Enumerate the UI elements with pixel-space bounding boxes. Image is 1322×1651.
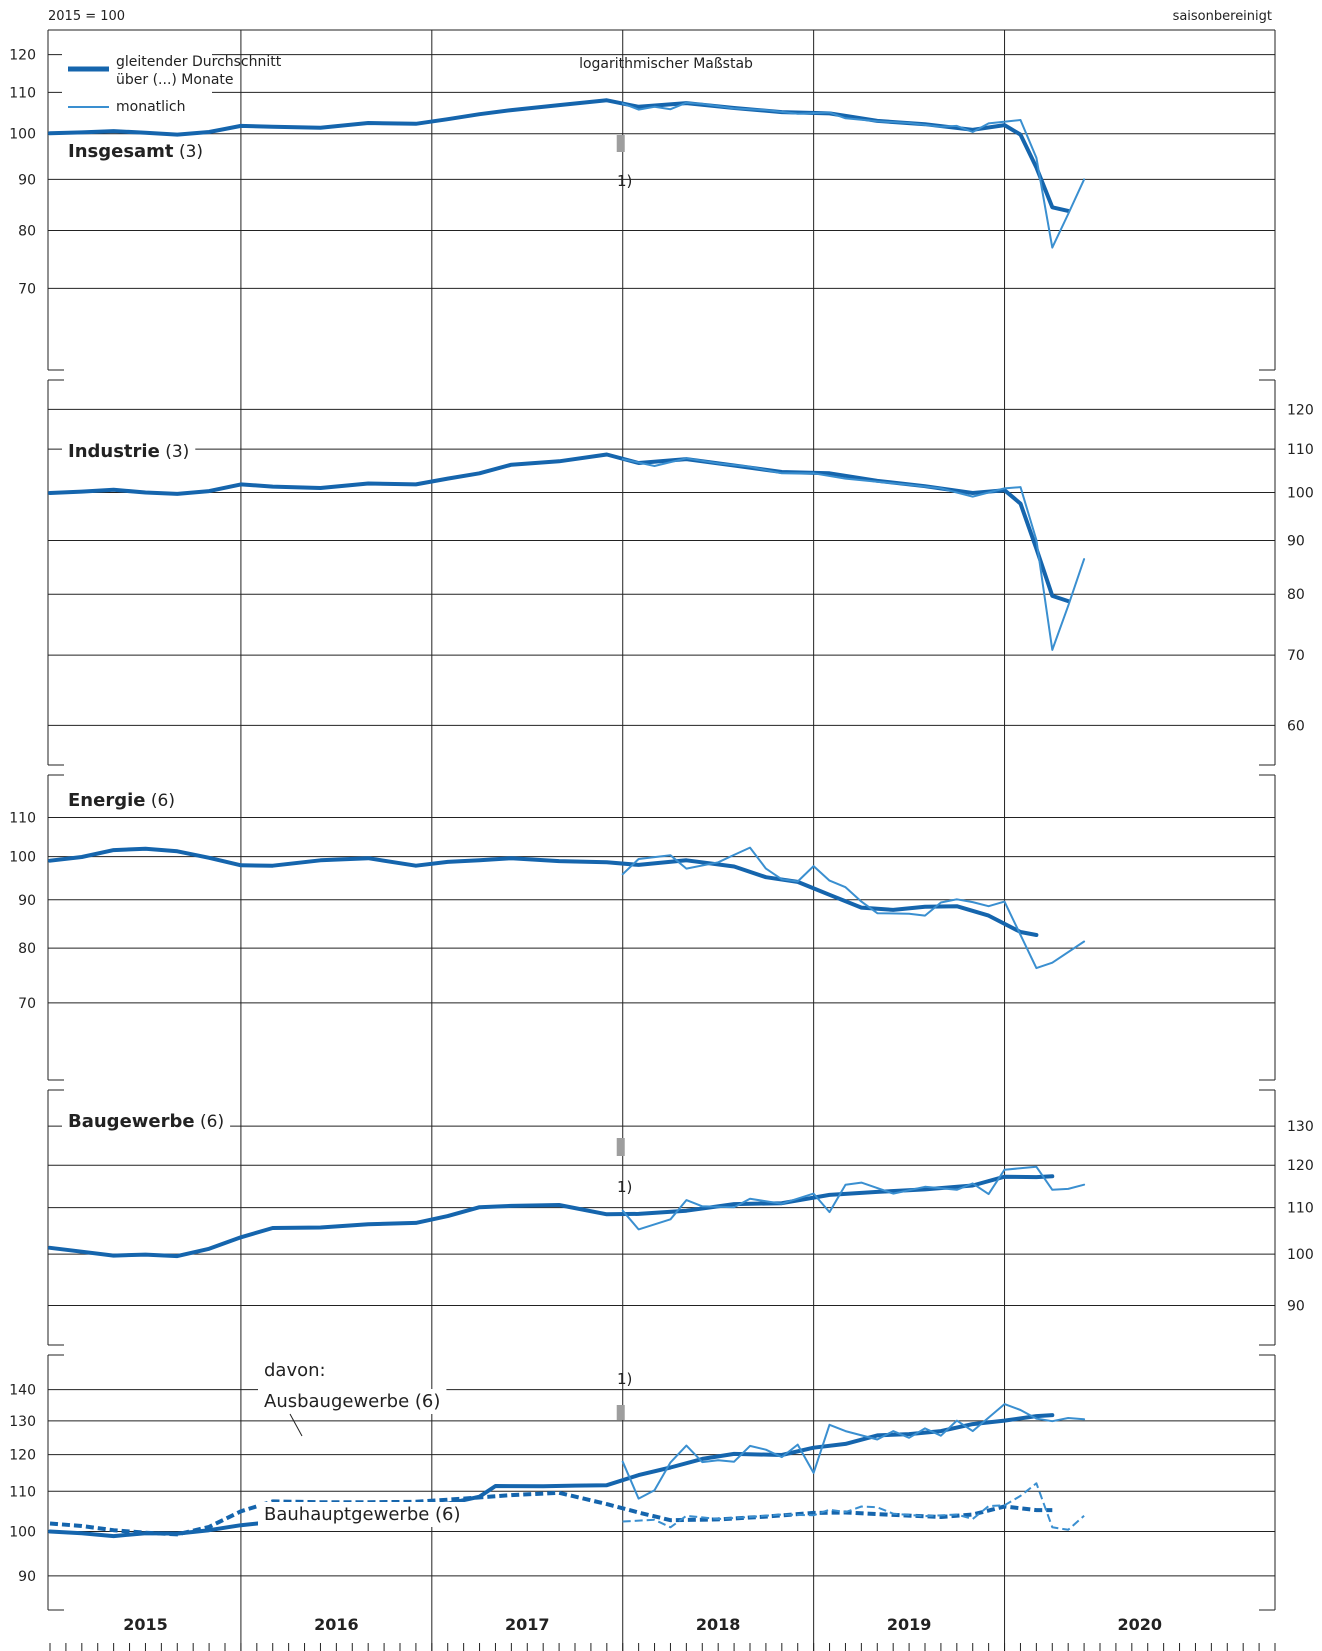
- y-tick-label: 90: [1287, 534, 1305, 550]
- panel-title: Industrie (3): [68, 441, 189, 462]
- y-tick-label: 120: [9, 1448, 36, 1464]
- y-tick-label: 80: [18, 223, 36, 239]
- y-tick-label: 120: [9, 48, 36, 64]
- log-scale-note: logarithmischer Maßstab: [579, 56, 753, 72]
- y-tick-label: 90: [1287, 1299, 1305, 1315]
- panel-title-note: (6): [145, 791, 174, 811]
- legend-smoothed-label-line2: über (...) Monate: [116, 72, 234, 88]
- break-marker-label: 1): [617, 172, 632, 190]
- bauhauptgewerbe-smoothed-dashed-line: [49, 1490, 1053, 1537]
- y-tick-label: 70: [1287, 648, 1305, 664]
- industrie-monthly-line: [621, 457, 1086, 651]
- panel-title-backing: [62, 139, 210, 164]
- y-tick-label: 140: [9, 1383, 36, 1399]
- y-tick-label: 120: [1287, 402, 1314, 418]
- panel-title-name: Energie: [68, 790, 145, 811]
- y-tick-label: 100: [1287, 1247, 1314, 1263]
- y-tick-label: 110: [1287, 442, 1314, 458]
- panel-title: Energie (6): [68, 790, 175, 811]
- panel-title: Insgesamt (3): [68, 141, 203, 162]
- y-tick-label: 60: [1287, 718, 1305, 734]
- ausbaugewerbe-label: Ausbaugewerbe (6): [264, 1391, 440, 1412]
- bauhauptgewerbe-label: Bauhauptgewerbe (6): [264, 1504, 461, 1525]
- panel-title: Baugewerbe (6): [68, 1111, 224, 1132]
- y-tick-label: 120: [1287, 1158, 1314, 1174]
- y-tick-label: 100: [9, 127, 36, 143]
- x-year-label: 2020: [1118, 1615, 1163, 1634]
- panel-title-note: (3): [160, 442, 189, 462]
- y-tick-label: 110: [9, 85, 36, 101]
- y-tick-label: 100: [9, 850, 36, 866]
- davon-label-backing: [258, 1358, 332, 1383]
- seasonal-adjustment-note: saisonbereinigt: [1173, 9, 1272, 24]
- y-tick-label: 90: [18, 1569, 36, 1585]
- break-marker-bar: [616, 1138, 625, 1156]
- x-year-label: 2019: [887, 1615, 932, 1634]
- panel-annotations: Insgesamt (3)Industrie (3)Energie (6)Bau…: [62, 139, 467, 1527]
- break-marker-label: 1): [617, 1370, 632, 1388]
- chart-frame: [47, 29, 1276, 1611]
- insgesamt-monthly-line: [621, 101, 1086, 249]
- ausbaugewerbe-pointer: [289, 1413, 303, 1437]
- legend-smoothed-label: gleitender Durchschnitt: [116, 54, 282, 70]
- y-tick-label: 90: [18, 893, 36, 909]
- panel-title-name: Baugewerbe: [68, 1111, 195, 1132]
- y-tick-label: 80: [1287, 587, 1305, 603]
- break-marker-label: 1): [617, 1178, 632, 1196]
- y-tick-label: 110: [9, 1484, 36, 1500]
- x-year-label: 2015: [123, 1615, 168, 1634]
- y-tick-label: 100: [9, 1524, 36, 1540]
- panel-title-note: (3): [174, 142, 203, 162]
- industrie-smoothed-line: [48, 452, 1071, 604]
- energie-monthly-line: [621, 846, 1086, 970]
- index-base-note: 2015 = 100: [48, 9, 125, 24]
- y-tick-label: 110: [9, 810, 36, 826]
- y-tick-label: 90: [18, 172, 36, 188]
- break-marker-bar: [616, 135, 625, 152]
- energie-smoothed-line: [48, 846, 1039, 937]
- panel-gridlines: [48, 30, 1275, 1651]
- ausbaugewerbe-monthly-line: [621, 1403, 1086, 1500]
- y-tick-label: 130: [9, 1414, 36, 1430]
- x-year-label: 2018: [696, 1615, 741, 1634]
- y-tick-label: 80: [18, 941, 36, 957]
- ausbaugewerbe-label-backing: [258, 1389, 447, 1414]
- panel-title-name: Industrie: [68, 441, 160, 462]
- panel-title-name: Insgesamt: [68, 141, 174, 162]
- y-tick-label: 100: [1287, 486, 1314, 502]
- x-year-label: 2017: [505, 1615, 550, 1634]
- baugewerbe-monthly-line: [621, 1165, 1086, 1231]
- legend-monthly-label: monatlich: [116, 99, 186, 115]
- ausbaugewerbe-smoothed-line: [48, 1413, 1055, 1539]
- panel-title-backing: [62, 439, 196, 464]
- y-tick-labels: 70 80 90 100 110 120 60 70 80 90 100 110 120 70 80 90 10…: [9, 48, 1313, 1585]
- bauhauptgewerbe-label-backing: [258, 1502, 467, 1527]
- y-tick-label: 110: [1287, 1201, 1314, 1217]
- y-tick-label: 130: [1287, 1119, 1314, 1135]
- series-lines: [48, 98, 1086, 1539]
- break-markers: 1) 1) 1): [616, 135, 632, 1420]
- panel-title-note: (6): [195, 1112, 224, 1132]
- davon-label: davon:: [264, 1360, 326, 1381]
- panel-title-backing: [62, 1109, 231, 1134]
- x-year-label: 2016: [314, 1615, 359, 1634]
- panel-title-backing: [62, 788, 181, 813]
- y-tick-label: 70: [18, 996, 36, 1012]
- break-marker-bar: [616, 1405, 625, 1420]
- baugewerbe-smoothed-line: [48, 1174, 1055, 1259]
- y-tick-label: 70: [18, 281, 36, 297]
- insgesamt-smoothed-line: [48, 98, 1071, 213]
- legend: gleitender Durchschnitt über (...) Monat…: [62, 50, 282, 118]
- bauhauptgewerbe-monthly-dashed-line: [622, 1482, 1085, 1531]
- x-axis: 2015 2016 2017 2018 2019 2020: [49, 1615, 1276, 1651]
